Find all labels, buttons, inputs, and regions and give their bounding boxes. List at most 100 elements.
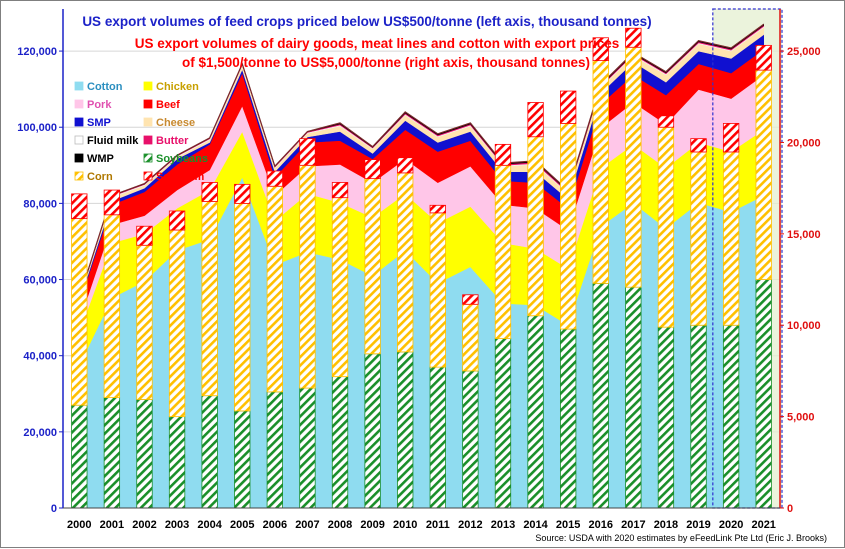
- bar-sorghum-2014: [527, 102, 544, 138]
- bar-soybeans-2010: [397, 351, 414, 509]
- bar-corn-2007: [299, 164, 316, 389]
- bar-sorghum-2002: [136, 225, 153, 246]
- right-tick-label: 10,000: [787, 320, 821, 332]
- bar-sorghum-2011: [429, 204, 446, 214]
- legend-swatch-cotton: [74, 81, 84, 91]
- legend-swatch-soybeans: [143, 153, 153, 163]
- right-tick-label: 0: [787, 503, 793, 515]
- bar-sorghum-2017: [625, 27, 642, 48]
- legend-swatch-beef: [143, 99, 153, 109]
- bar-sorghum-2020: [722, 123, 740, 153]
- bar-corn-2009: [364, 178, 381, 355]
- bar-corn-2020: [722, 151, 740, 326]
- x-tick-label: 2002: [132, 519, 156, 531]
- x-tick-label: 2015: [556, 519, 580, 531]
- bar-sorghum-2005: [234, 183, 251, 204]
- bar-corn-2001: [103, 214, 121, 398]
- x-tick-label: 2016: [589, 519, 613, 531]
- x-tick-label: 2005: [230, 519, 254, 531]
- bar-sorghum-2013: [494, 143, 512, 166]
- bar-sorghum-2003: [168, 210, 186, 231]
- bar-soybeans-2008: [331, 376, 349, 509]
- chart-title: US export volumes of feed crops priced b…: [82, 14, 651, 29]
- bar-soybeans-2016: [592, 282, 609, 509]
- bar-soybeans-2011: [429, 366, 446, 509]
- left-tick-label: 100,000: [17, 122, 57, 134]
- x-tick-label: 2010: [393, 519, 417, 531]
- left-tick-label: 40,000: [23, 351, 57, 363]
- x-tick-label: 2021: [751, 519, 775, 531]
- bar-sorghum-2010: [397, 157, 414, 174]
- legend-label-sorghum: Sorghum: [156, 171, 204, 183]
- bar-corn-2002: [136, 244, 153, 400]
- left-tick-label: 60,000: [23, 275, 57, 287]
- bar-soybeans-2003: [168, 416, 186, 509]
- x-tick-label: 2009: [360, 519, 384, 531]
- bar-corn-2008: [331, 197, 349, 378]
- x-tick-label: 2003: [165, 519, 189, 531]
- legend-swatch-corn: [74, 171, 84, 181]
- bar-corn-2010: [397, 172, 414, 353]
- bar-soybeans-2007: [299, 387, 316, 509]
- right-tick-label: 5,000: [787, 412, 815, 424]
- legend-label-cheese: Cheese: [156, 117, 195, 129]
- bar-soybeans-2000: [71, 404, 88, 509]
- bar-soybeans-2020: [722, 324, 740, 509]
- source-note: Source: USDA with 2020 estimates by eFee…: [535, 533, 827, 543]
- x-tick-label: 2004: [197, 519, 222, 531]
- x-tick-label: 2001: [100, 519, 124, 531]
- bar-sorghum-2000: [71, 193, 88, 220]
- bar-corn-2014: [527, 136, 544, 317]
- x-tick-label: 2011: [426, 519, 450, 531]
- x-tick-label: 2007: [295, 519, 319, 531]
- bar-corn-2015: [560, 123, 577, 330]
- bar-corn-2003: [168, 229, 186, 418]
- x-tick-label: 2014: [523, 519, 548, 531]
- x-tick-label: 2020: [719, 519, 743, 531]
- legend-label-fluid-milk: Fluid milk: [87, 135, 139, 147]
- legend-swatch-wmp: [74, 153, 84, 163]
- legend-swatch-cheese: [143, 117, 153, 127]
- legend-swatch-chicken: [143, 81, 153, 91]
- legend-label-beef: Beef: [156, 99, 180, 111]
- axes: 0 20,000 40,000 60,000 80,000 100,000 120,000 0…: [17, 9, 821, 531]
- bar-sorghum-2007: [299, 138, 316, 166]
- bar-series-group: [71, 27, 772, 509]
- bar-soybeans-2018: [657, 326, 675, 509]
- bar-soybeans-2002: [136, 399, 153, 509]
- x-tick-label: 2018: [654, 519, 678, 531]
- left-tick-label: 80,000: [23, 198, 57, 210]
- bar-sorghum-2018: [657, 115, 675, 128]
- legend-label-smp: SMP: [87, 117, 111, 129]
- right-tick-label: 25,000: [787, 46, 821, 58]
- bar-corn-2013: [494, 164, 512, 339]
- bar-corn-2017: [625, 46, 642, 288]
- legend-swatch-fluid-milk: [74, 135, 84, 145]
- bar-soybeans-2017: [625, 286, 642, 509]
- bar-corn-2012: [462, 303, 479, 372]
- bar-soybeans-2014: [527, 315, 544, 509]
- bar-soybeans-2021: [755, 279, 772, 509]
- bar-corn-2006: [266, 185, 283, 393]
- bar-corn-2000: [71, 218, 88, 406]
- bar-corn-2021: [755, 69, 772, 280]
- legend-label-chicken: Chicken: [156, 81, 199, 93]
- right-tick-label: 15,000: [787, 229, 821, 241]
- bar-soybeans-2006: [266, 391, 283, 509]
- bar-corn-2004: [201, 201, 218, 397]
- chart-title-2-line-2: of $1,500/tonne to US$5,000/tonne (right…: [182, 55, 590, 70]
- legend-label-cotton: Cotton: [87, 81, 123, 93]
- x-tick-label: 2006: [263, 519, 287, 531]
- bar-sorghum-2021: [755, 44, 772, 71]
- x-tick-label: 2013: [491, 519, 515, 531]
- bar-soybeans-2004: [201, 395, 218, 509]
- legend-swatch-butter: [143, 135, 153, 145]
- left-tick-label: 20,000: [23, 427, 57, 439]
- chart-title-2-line-1: US export volumes of dairy goods, meat l…: [135, 36, 620, 51]
- bar-corn-2005: [234, 202, 251, 412]
- bar-soybeans-2009: [364, 353, 381, 509]
- bar-corn-2019: [690, 151, 707, 326]
- left-tick-label: 120,000: [17, 46, 57, 58]
